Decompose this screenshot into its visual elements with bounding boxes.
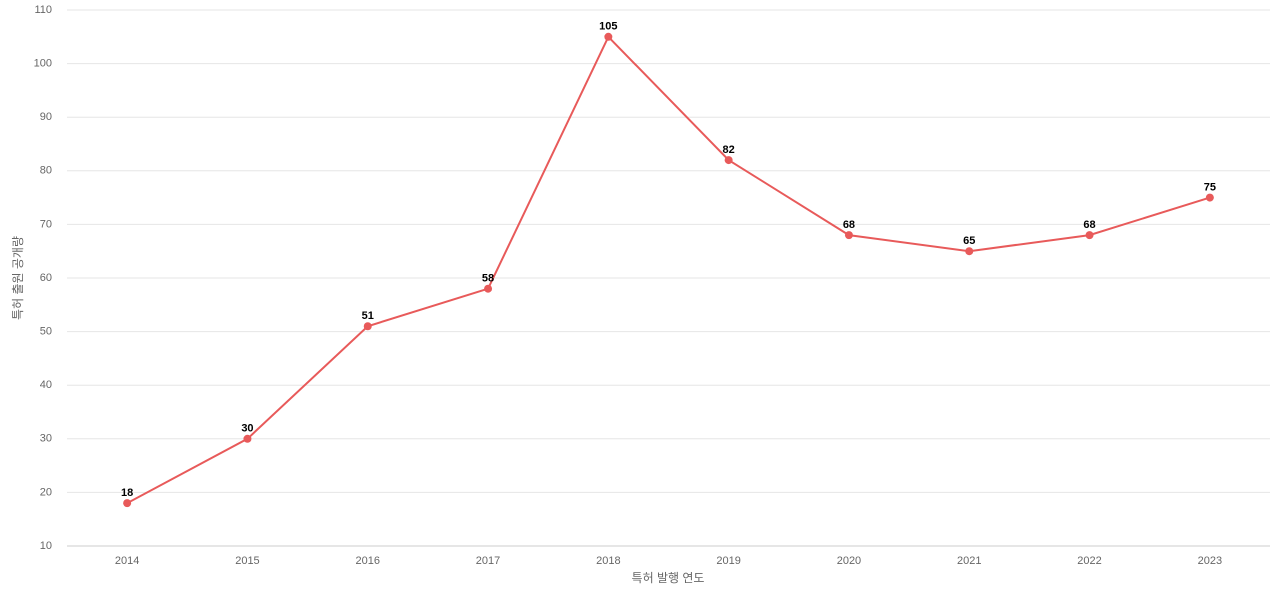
x-tick-label: 2017: [476, 555, 500, 567]
point: [844, 231, 853, 240]
data-label: 82: [723, 144, 735, 156]
y-tick-label: 30: [40, 433, 52, 445]
x-tick-label: 2016: [356, 555, 380, 567]
line: [126, 35, 1211, 505]
y-tick-label: 80: [40, 165, 52, 177]
y-tick-label: 20: [40, 486, 52, 498]
data-label: 58: [482, 273, 494, 285]
y-tick-label: 70: [40, 218, 52, 230]
x-tick-label: 2014: [115, 555, 139, 567]
x-tick-label: 2023: [1198, 555, 1222, 567]
x-tick-label: 2022: [1077, 555, 1101, 567]
x-tick-label: 2018: [596, 555, 620, 567]
point: [965, 247, 974, 256]
point: [484, 284, 493, 293]
x-tick-label: 2021: [957, 555, 981, 567]
data-label: 75: [1204, 182, 1216, 194]
y-tick-label: 10: [40, 540, 52, 552]
point: [243, 434, 252, 443]
x-axis-title: 특허 발행 연도: [632, 570, 705, 585]
data-label: 30: [241, 423, 253, 435]
y-tick-label: 40: [40, 379, 52, 391]
point: [724, 156, 733, 165]
y-tick-label: 110: [34, 4, 52, 16]
point: [123, 499, 132, 508]
data-label: 65: [963, 235, 975, 247]
x-tick-label: 2015: [235, 555, 259, 567]
y-tick-label: 100: [34, 58, 52, 70]
y-tick-label: 50: [40, 326, 52, 338]
data-label: 68: [843, 219, 855, 231]
y-tick-label: 60: [40, 272, 52, 284]
point: [1205, 193, 1214, 202]
point: [363, 322, 372, 331]
data-label: 18: [121, 487, 133, 499]
data-label: 105: [599, 21, 617, 33]
point: [1085, 231, 1094, 240]
x-tick-label: 2019: [716, 555, 740, 567]
y-tick-label: 90: [40, 111, 52, 123]
y-axis-title: 특허 출원 공개량: [11, 236, 25, 320]
point: [604, 32, 613, 41]
data-label: 68: [1083, 219, 1095, 231]
data-label: 51: [362, 310, 374, 322]
x-tick-label: 2020: [837, 555, 861, 567]
